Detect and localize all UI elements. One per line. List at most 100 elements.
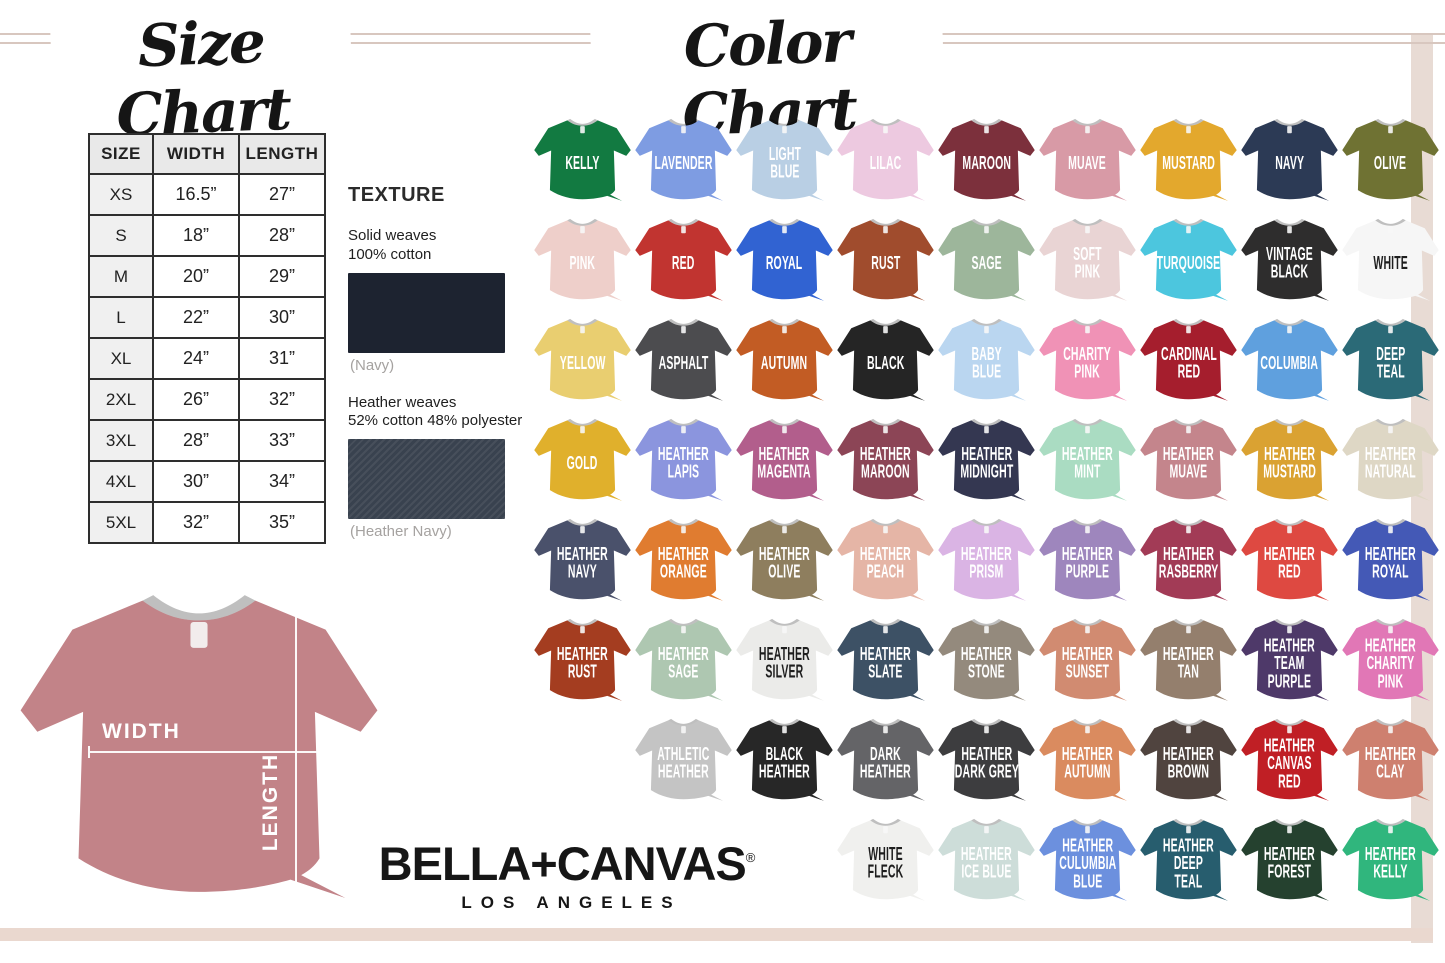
tshirt-icon — [736, 718, 833, 801]
size-table-row: M 20” 29” — [88, 255, 326, 298]
size-table-header: SIZE — [88, 133, 154, 175]
tshirt-icon — [635, 618, 732, 701]
tshirt-icon — [736, 118, 833, 201]
tshirt-icon — [635, 718, 732, 801]
size-table-cell: M — [88, 255, 154, 298]
tshirt-icon — [1140, 518, 1237, 601]
tshirt-icon — [736, 518, 833, 601]
navy-fabric-swatch — [348, 272, 505, 353]
color-swatch-heather-olive: HEATHER OLIVE — [734, 510, 835, 610]
color-swatch-heather-brown: HEATHER BROWN — [1138, 710, 1239, 810]
size-table-cell: 5XL — [88, 501, 154, 544]
tshirt-icon — [1241, 718, 1338, 801]
tshirt-icon — [1342, 718, 1439, 801]
color-swatch-heather-sage: HEATHER SAGE — [633, 610, 734, 710]
color-swatch-heather-kelly: HEATHER KELLY — [1340, 810, 1441, 910]
tshirt-icon — [1241, 818, 1338, 901]
size-table-cell: S — [88, 214, 154, 257]
tshirt-icon — [1241, 618, 1338, 701]
color-swatch-navy: NAVY — [1239, 110, 1340, 210]
tshirt-icon — [736, 618, 833, 701]
size-table-body: XS 16.5” 27” S 18” 28” M 20” 29” L 22” 30” XL 24” 31” 2… — [88, 173, 326, 544]
tshirt-icon — [837, 418, 934, 501]
size-table-cell: 30” — [238, 296, 326, 339]
size-table-row: S 18” 28” — [88, 214, 326, 257]
size-table-cell: 32” — [238, 378, 326, 421]
size-table-header: WIDTH — [152, 133, 240, 175]
color-swatch-asphalt: ASPHALT — [633, 310, 734, 410]
color-swatch-heather-natural: HEATHER NATURAL — [1340, 410, 1441, 510]
size-table-cell: 20” — [152, 255, 240, 298]
color-swatch-heather-prism: HEATHER PRISM — [936, 510, 1037, 610]
size-table-cell: 28” — [238, 214, 326, 257]
tshirt-icon — [1342, 518, 1439, 601]
color-grid: KELLY LAVENDER LIGHT BLUE LILAC MAROON MUAVE M… — [532, 110, 1441, 910]
heather-navy-caption: (Heather Navy) — [350, 523, 452, 540]
color-swatch-muave: MUAVE — [1037, 110, 1138, 210]
tshirt-icon — [1241, 518, 1338, 601]
tshirt-icon — [1039, 818, 1136, 901]
size-table-cell: 28” — [152, 419, 240, 462]
heather-weave-label: Heather weaves 52% cotton 48% polyester — [348, 393, 523, 430]
color-swatch-kelly: KELLY — [532, 110, 633, 210]
color-swatch-maroon: MAROON — [936, 110, 1037, 210]
tshirt-icon — [635, 418, 732, 501]
solid-weave-label: Solid weaves 100% cotton — [348, 227, 437, 263]
tshirt-icon — [534, 618, 631, 701]
tshirt-icon — [938, 718, 1035, 801]
color-swatch-autumn: AUTUMN — [734, 310, 835, 410]
size-table-cell: 3XL — [88, 419, 154, 462]
brand-subtitle: LOS ANGELES — [461, 893, 682, 912]
size-table: SIZE WIDTH LENGTH XS 16.5” 27” S 18” 28” M 20” 29”… — [88, 133, 326, 544]
color-swatch-charity-pink: CHARITY PINK — [1037, 310, 1138, 410]
tshirt-icon — [1342, 218, 1439, 301]
color-swatch-lilac: LILAC — [835, 110, 936, 210]
size-table-cell: XL — [88, 337, 154, 380]
color-swatch-heather-midnight: HEATHER MIDNIGHT — [936, 410, 1037, 510]
color-swatch-heather-ice-blue: HEATHER ICE BLUE — [936, 810, 1037, 910]
tshirt-icon — [534, 518, 631, 601]
color-swatch-heather-stone: HEATHER STONE — [936, 610, 1037, 710]
tshirt-icon — [938, 618, 1035, 701]
size-table-cell: 30” — [152, 460, 240, 503]
tshirt-icon — [1241, 218, 1338, 301]
tshirt-icon — [1342, 618, 1439, 701]
color-swatch-rust: RUST — [835, 210, 936, 310]
brand-logo: BELLA+CANVAS® — [362, 836, 772, 891]
color-swatch-heather-lapis: HEATHER LAPIS — [633, 410, 734, 510]
tshirt-icon — [1241, 318, 1338, 401]
size-table-row: 5XL 32” 35” — [88, 501, 326, 544]
color-swatch-pink: PINK — [532, 210, 633, 310]
size-table-cell: 22” — [152, 296, 240, 339]
size-table-row: 3XL 28” 33” — [88, 419, 326, 462]
color-swatch-gold: GOLD — [532, 410, 633, 510]
color-swatch-heather-forest: HEATHER FOREST — [1239, 810, 1340, 910]
size-table-cell: 31” — [238, 337, 326, 380]
color-swatch-heather-sunset: HEATHER SUNSET — [1037, 610, 1138, 710]
color-swatch-white-fleck: WHITE FLECK — [835, 810, 936, 910]
size-table-cell: 32” — [152, 501, 240, 544]
tshirt-icon — [1039, 318, 1136, 401]
color-swatch-heather-slate: HEATHER SLATE — [835, 610, 936, 710]
color-swatch-dark-heather: DARK HEATHER — [835, 710, 936, 810]
color-swatch-heather-team-purple: HEATHER TEAM PURPLE — [1239, 610, 1340, 710]
color-swatch-baby-blue: BABY BLUE — [936, 310, 1037, 410]
color-swatch-heather-silver: HEATHER SILVER — [734, 610, 835, 710]
size-table-cell: 2XL — [88, 378, 154, 421]
color-swatch-heather-red: HEATHER RED — [1239, 510, 1340, 610]
color-swatch-mustard: MUSTARD — [1138, 110, 1239, 210]
size-table-cell: 34” — [238, 460, 326, 503]
color-swatch-heather-canvas-red: HEATHER CANVAS RED — [1239, 710, 1340, 810]
color-swatch-cardinal-red: CARDINAL RED — [1138, 310, 1239, 410]
color-swatch-olive: OLIVE — [1340, 110, 1441, 210]
size-table-row: L 22” 30” — [88, 296, 326, 339]
color-swatch-heather-magenta: HEATHER MAGENTA — [734, 410, 835, 510]
tshirt-icon — [837, 118, 934, 201]
width-measure-line — [88, 746, 322, 758]
size-table-cell: 26” — [152, 378, 240, 421]
tshirt-icon — [1140, 718, 1237, 801]
size-table-row: XS 16.5” 27” — [88, 173, 326, 216]
color-swatch-black: BLACK — [835, 310, 936, 410]
color-swatch-heather-muave: HEATHER MUAVE — [1138, 410, 1239, 510]
